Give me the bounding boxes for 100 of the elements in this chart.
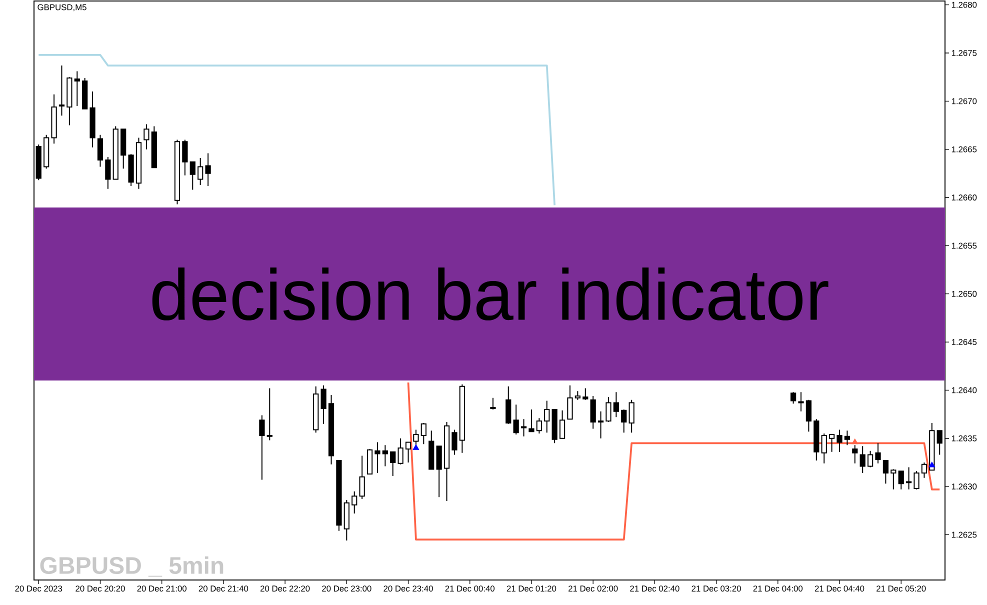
candlestick xyxy=(444,421,450,502)
candlestick xyxy=(51,94,57,144)
x-tick-label: 20 Dec 22:20 xyxy=(260,586,310,592)
candlestick xyxy=(128,154,134,186)
candlestick xyxy=(882,460,889,484)
y-tick-label: 1.2635 xyxy=(952,435,977,442)
candlestick xyxy=(398,438,404,465)
candlestick xyxy=(559,410,566,439)
candlestick xyxy=(890,468,896,490)
candlestick xyxy=(352,490,358,514)
candlestick xyxy=(528,408,534,432)
y-tick-label: 1.2650 xyxy=(952,290,977,297)
candlestick xyxy=(336,460,342,532)
candlestick xyxy=(621,408,627,434)
y-tick-label: 1.2645 xyxy=(952,339,977,345)
x-tick-label: 21 Dec 04:40 xyxy=(814,586,864,592)
candlestick xyxy=(506,386,512,424)
x-tick-label: 21 Dec 01:20 xyxy=(506,586,556,592)
candlestick xyxy=(136,137,142,190)
point xyxy=(412,444,420,450)
candlestick xyxy=(205,152,211,186)
candlestick xyxy=(259,414,265,480)
y-tick-label: 1.2675 xyxy=(952,50,977,56)
candlestick xyxy=(582,388,588,400)
candlestick xyxy=(120,128,126,170)
candlestick xyxy=(151,126,157,168)
candlestick xyxy=(628,399,634,434)
candlestick xyxy=(790,392,796,404)
candlestick xyxy=(436,446,442,498)
candlestick xyxy=(74,70,80,106)
y-tick-label: 1.2625 xyxy=(952,532,977,538)
point xyxy=(928,462,936,468)
candlestick xyxy=(198,158,204,186)
x-tick-label: 20 Dec 20:20 xyxy=(76,586,125,592)
point xyxy=(852,438,858,444)
candlestick xyxy=(344,500,350,541)
candlestick xyxy=(359,455,365,500)
candlestick xyxy=(513,404,519,436)
candlestick xyxy=(914,470,920,490)
candlestick xyxy=(567,384,573,420)
candlestick xyxy=(420,422,426,445)
candlestick xyxy=(844,430,850,446)
annotation: decision bar indicator xyxy=(152,268,828,320)
candlestick xyxy=(906,466,912,490)
x-tick-label: 21 Dec 05:20 xyxy=(876,586,926,592)
candlestick xyxy=(374,442,380,474)
candlestick xyxy=(590,395,596,430)
y-tick-label: 1.2670 xyxy=(952,98,977,104)
x-tick-label: 21 Dec 02:00 xyxy=(568,586,618,592)
x-tick-label: 20 Dec 23:40 xyxy=(384,586,433,592)
candlestick xyxy=(366,448,373,475)
candlestick xyxy=(598,410,604,439)
x-tick-label: 21 Dec 04:00 xyxy=(753,586,803,592)
candlestick xyxy=(390,451,396,476)
candlestick xyxy=(428,430,434,470)
candlestick xyxy=(544,400,550,434)
candlestick xyxy=(806,399,812,432)
y-tick-label: 1.2640 xyxy=(952,387,977,394)
candlestick xyxy=(320,384,326,424)
candlestick xyxy=(313,386,319,434)
y-tick-label: 1.2630 xyxy=(952,484,977,490)
candlestick xyxy=(66,76,72,126)
candlestick xyxy=(105,156,111,190)
candlestick xyxy=(182,139,188,176)
y-tick-label: 1.2680 xyxy=(952,2,977,8)
candlestick xyxy=(875,442,881,464)
candlestick xyxy=(90,91,96,148)
chart-title: GBPUSD,M5 xyxy=(38,4,86,12)
candlestick xyxy=(382,444,388,467)
candlestick xyxy=(867,450,874,468)
candlestick xyxy=(574,390,580,400)
candlestick xyxy=(828,434,835,452)
x-tick-label: 20 Dec 23:00 xyxy=(322,586,372,592)
x-tick-label: 20 Dec 21:40 xyxy=(198,586,248,592)
candlestick xyxy=(58,65,65,116)
x-tick-label: 21 Dec 00:40 xyxy=(445,586,495,592)
y-tick-label: 1.2665 xyxy=(952,146,977,152)
candlestick xyxy=(97,134,104,168)
candlestick xyxy=(821,433,827,464)
x-tick-label: 20 Dec 21:00 xyxy=(137,586,186,592)
candlestick xyxy=(798,392,804,412)
candlestick xyxy=(405,442,412,463)
candlestick xyxy=(328,394,334,465)
candlestick xyxy=(490,397,496,410)
candlestick xyxy=(613,392,619,418)
candlestick xyxy=(552,408,558,444)
candlestick xyxy=(82,78,88,110)
candlestick xyxy=(520,418,527,437)
candlestick xyxy=(452,429,458,456)
candlestick xyxy=(860,446,866,474)
candlestick xyxy=(190,161,196,190)
x-tick-label: 21 Dec 03:20 xyxy=(692,586,741,592)
candlestick xyxy=(44,134,50,170)
candlestick xyxy=(459,384,465,454)
y-tick-label: 1.2660 xyxy=(952,194,977,200)
y-tick-label: 1.2655 xyxy=(952,242,977,249)
candlestick xyxy=(174,139,180,205)
candlestick xyxy=(606,396,612,422)
candlestick xyxy=(898,470,904,490)
candlestick xyxy=(921,462,928,478)
